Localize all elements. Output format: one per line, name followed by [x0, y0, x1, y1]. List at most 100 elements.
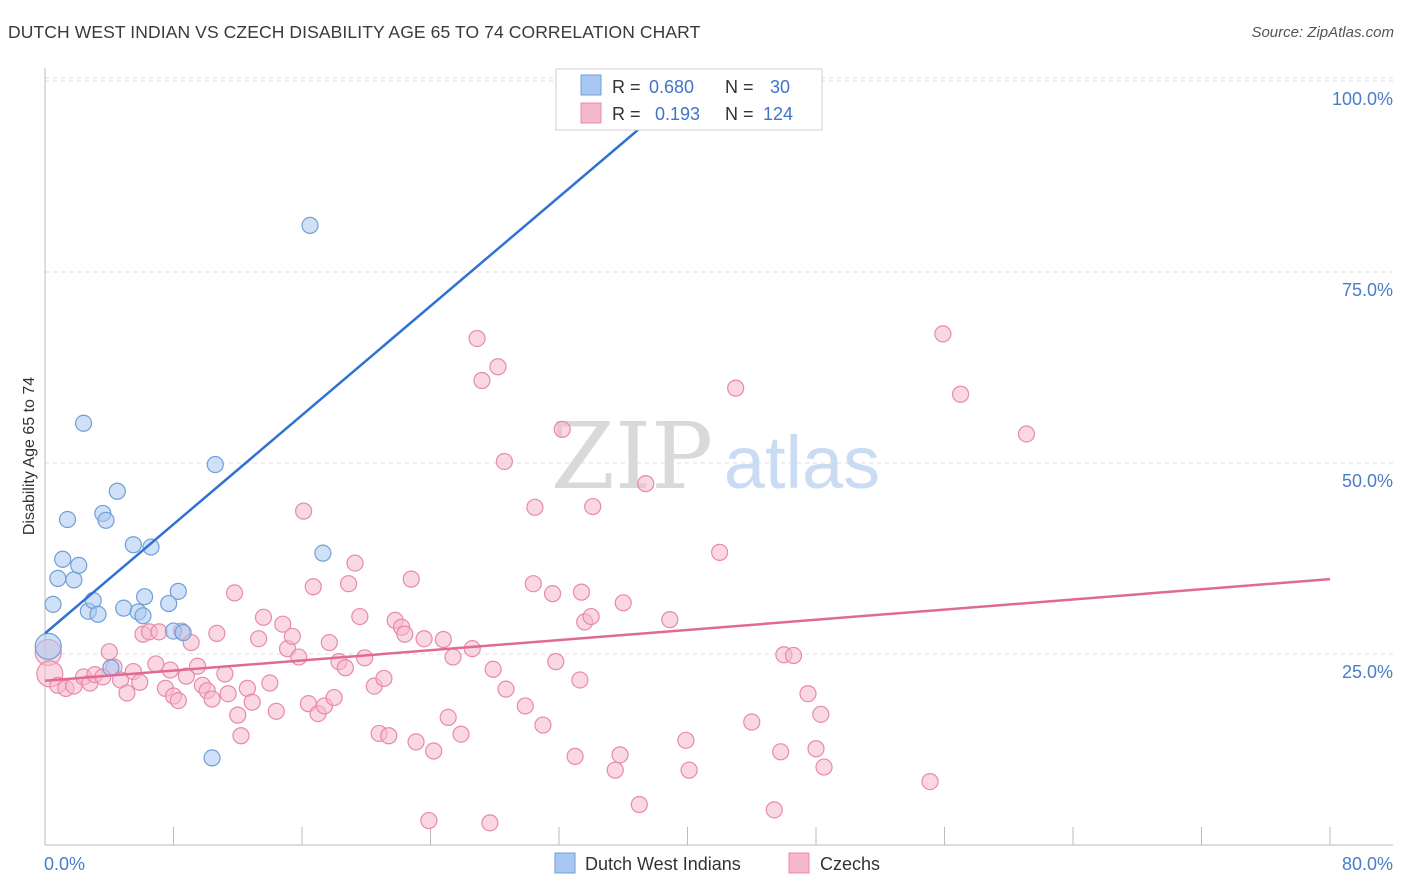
- legend-r-label-dutch: R =: [612, 77, 641, 97]
- point-czech-38: [250, 630, 268, 648]
- point-czech-61: [375, 669, 393, 688]
- legend-n-label-czech: N =: [725, 104, 754, 124]
- point-czech-39: [254, 608, 273, 626]
- legend-r-value-czech: 0.193: [655, 104, 700, 124]
- point-czech-75: [463, 640, 481, 658]
- point-czech-84: [524, 575, 542, 593]
- point-dutch-24: [174, 624, 192, 642]
- point-czech-30: [208, 624, 226, 642]
- legend-swatch-dutch: [580, 74, 602, 96]
- point-czech-110: [784, 646, 803, 665]
- point-czech-44: [283, 627, 301, 646]
- point-czech-118: [1017, 425, 1036, 443]
- y-tick-label-100: 100.0%: [1332, 89, 1393, 109]
- point-czech-100: [637, 475, 655, 493]
- point-czech-96: [606, 761, 624, 779]
- point-czech-76: [468, 329, 486, 348]
- point-czech-113: [812, 705, 830, 723]
- point-czech-48: [304, 578, 322, 596]
- x-tick-label-max: 80.0%: [1342, 854, 1393, 874]
- point-czech-26: [188, 657, 207, 675]
- point-czech-102: [677, 731, 695, 749]
- y-tick-label-25: 25.0%: [1342, 662, 1393, 682]
- point-czech-108: [772, 743, 790, 761]
- point-czech-117: [951, 385, 970, 403]
- point-dutch-2: [49, 569, 67, 587]
- point-czech-35: [232, 727, 250, 745]
- point-czech-98: [614, 594, 632, 612]
- point-czech-106: [743, 713, 761, 731]
- point-czech-107: [765, 801, 783, 819]
- point-dutch-5: [65, 571, 83, 589]
- point-czech-40: [261, 674, 279, 692]
- point-czech-115: [921, 772, 939, 791]
- point-czech-114: [815, 758, 833, 776]
- legend-n-value-czech: 124: [763, 104, 793, 124]
- point-dutch-0: [34, 632, 62, 660]
- point-czech-74: [452, 725, 470, 743]
- grid-lines: [45, 77, 1393, 655]
- point-czech-91: [571, 671, 589, 689]
- y-axis-label: Disability Age 65 to 74: [21, 377, 38, 535]
- point-czech-90: [566, 747, 584, 765]
- tick-labels: 25.0% 50.0% 75.0% 100.0% 0.0% 80.0%: [44, 89, 1393, 874]
- point-czech-34: [229, 706, 247, 724]
- point-czech-45: [290, 648, 308, 666]
- point-czech-12: [118, 684, 136, 702]
- point-czech-57: [351, 607, 369, 626]
- point-czech-92: [572, 583, 591, 601]
- point-czech-103: [680, 761, 698, 779]
- point-czech-85: [526, 498, 544, 516]
- bottom-legend-label-czech: Czechs: [820, 854, 880, 874]
- bottom-legend-label-dutch: Dutch West Indians: [585, 854, 741, 874]
- point-czech-82: [497, 680, 515, 698]
- point-dutch-10: [89, 605, 107, 623]
- point-czech-55: [339, 575, 358, 593]
- point-dutch-13: [102, 659, 120, 677]
- point-czech-17: [147, 655, 165, 673]
- point-dutch-6: [70, 556, 88, 574]
- point-czech-33: [225, 584, 244, 602]
- point-dutch-3: [54, 550, 72, 568]
- point-czech-24: [177, 667, 195, 685]
- point-czech-56: [346, 554, 364, 572]
- point-dutch-7: [74, 414, 93, 432]
- point-czech-9: [100, 643, 118, 661]
- point-czech-70: [425, 742, 443, 760]
- point-czech-31: [216, 665, 234, 683]
- point-czech-104: [711, 543, 729, 561]
- point-czech-94: [582, 607, 600, 626]
- point-czech-29: [203, 690, 221, 708]
- series-legend: Dutch West Indians Czechs: [554, 852, 880, 874]
- legend-n-value-dutch: 30: [770, 77, 790, 97]
- point-czech-65: [396, 625, 414, 643]
- legend-n-label-dutch: N =: [725, 77, 754, 97]
- point-dutch-23: [169, 582, 187, 600]
- point-czech-66: [402, 570, 420, 588]
- point-czech-99: [630, 795, 648, 814]
- point-czech-62: [380, 727, 398, 745]
- point-czech-73: [444, 648, 462, 666]
- point-czech-22: [169, 692, 187, 710]
- watermark-atlas: atlas: [724, 421, 880, 504]
- point-czech-86: [534, 716, 552, 734]
- point-czech-67: [407, 733, 425, 751]
- point-czech-54: [336, 659, 354, 677]
- point-dutch-19: [135, 588, 154, 606]
- chart-title: DUTCH WEST INDIAN VS CZECH DISABILITY AG…: [8, 22, 701, 42]
- point-czech-88: [547, 653, 565, 671]
- bottom-legend-swatch-dutch: [554, 852, 576, 874]
- point-czech-78: [481, 814, 499, 832]
- point-dutch-21: [160, 594, 178, 613]
- chart-source: Source: ZipAtlas.com: [1251, 24, 1394, 41]
- point-czech-79: [484, 660, 502, 678]
- point-czech-112: [807, 740, 825, 758]
- point-dutch-1: [44, 595, 62, 613]
- point-dutch-25: [203, 749, 221, 767]
- watermark: ZIP atlas: [551, 403, 880, 510]
- point-dutch-15: [115, 599, 133, 617]
- point-czech-52: [325, 688, 343, 707]
- point-czech-116: [934, 325, 952, 343]
- point-dutch-20: [142, 538, 160, 556]
- point-czech-68: [415, 630, 433, 648]
